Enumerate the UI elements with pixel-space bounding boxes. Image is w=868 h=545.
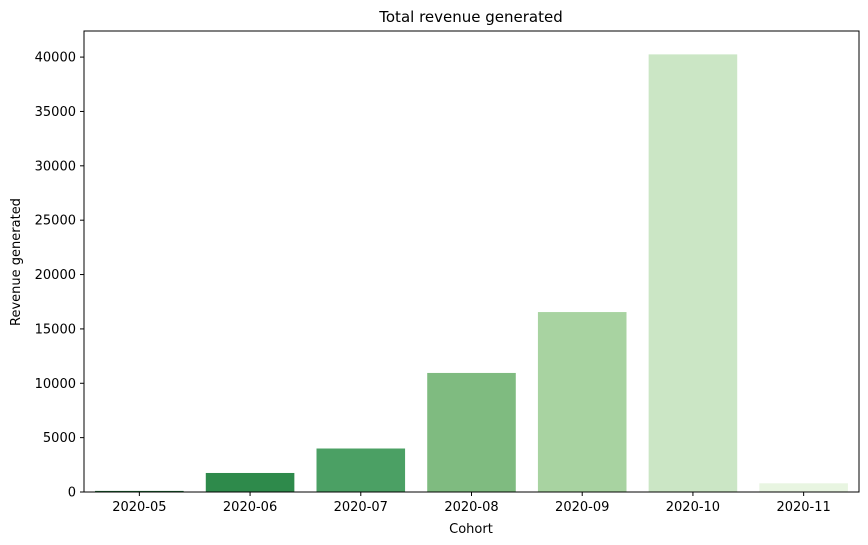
x-tick-label: 2020-06 (223, 500, 277, 515)
y-tick-label: 0 (68, 486, 76, 501)
y-axis-label: Revenue generated (9, 198, 24, 326)
y-tick-label: 25000 (35, 214, 76, 229)
y-axis-ticks: 0 5000 10000 15000 20000 25000 30000 35000 40000 (35, 51, 84, 501)
x-tick-label: 2020-11 (776, 500, 830, 515)
bar-2020-06 (205, 472, 295, 492)
x-tick-label: 2020-05 (112, 500, 166, 515)
bars-group (95, 54, 848, 492)
bar-2020-10 (648, 54, 738, 492)
x-tick-label: 2020-08 (444, 500, 498, 515)
bar-2020-08 (427, 372, 516, 492)
x-tick-label: 2020-10 (666, 500, 720, 515)
chart-title: Total revenue generated (378, 8, 562, 26)
y-tick-label: 15000 (35, 322, 76, 337)
x-axis-ticks: 2020-05 2020-06 2020-07 2020-08 2020-09 2020-… (112, 492, 831, 515)
y-tick-label: 35000 (35, 105, 76, 120)
x-axis-label: Cohort (449, 522, 493, 537)
y-tick-label: 5000 (43, 431, 76, 446)
y-tick-label: 20000 (35, 268, 76, 283)
x-tick-label: 2020-09 (555, 500, 609, 515)
x-tick-label: 2020-07 (334, 500, 388, 515)
y-tick-label: 40000 (35, 51, 76, 66)
bar-2020-11 (759, 483, 848, 492)
y-tick-label: 10000 (35, 377, 76, 392)
y-tick-label: 30000 (35, 159, 76, 174)
bar-2020-09 (537, 312, 627, 492)
bar-2020-07 (316, 448, 406, 492)
bar-2020-05 (95, 490, 184, 492)
